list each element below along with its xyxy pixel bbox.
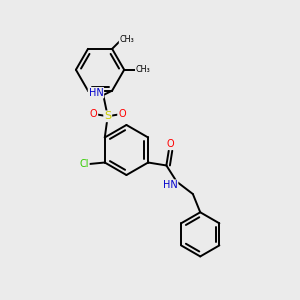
Text: O: O: [118, 109, 126, 119]
Text: CH₃: CH₃: [136, 65, 150, 74]
Text: S: S: [104, 111, 111, 121]
Text: O: O: [167, 139, 174, 149]
Text: HN: HN: [88, 88, 103, 98]
Text: CH₃: CH₃: [119, 34, 134, 43]
Text: HN: HN: [163, 180, 178, 190]
Text: Cl: Cl: [80, 159, 89, 169]
Text: O: O: [90, 109, 98, 119]
